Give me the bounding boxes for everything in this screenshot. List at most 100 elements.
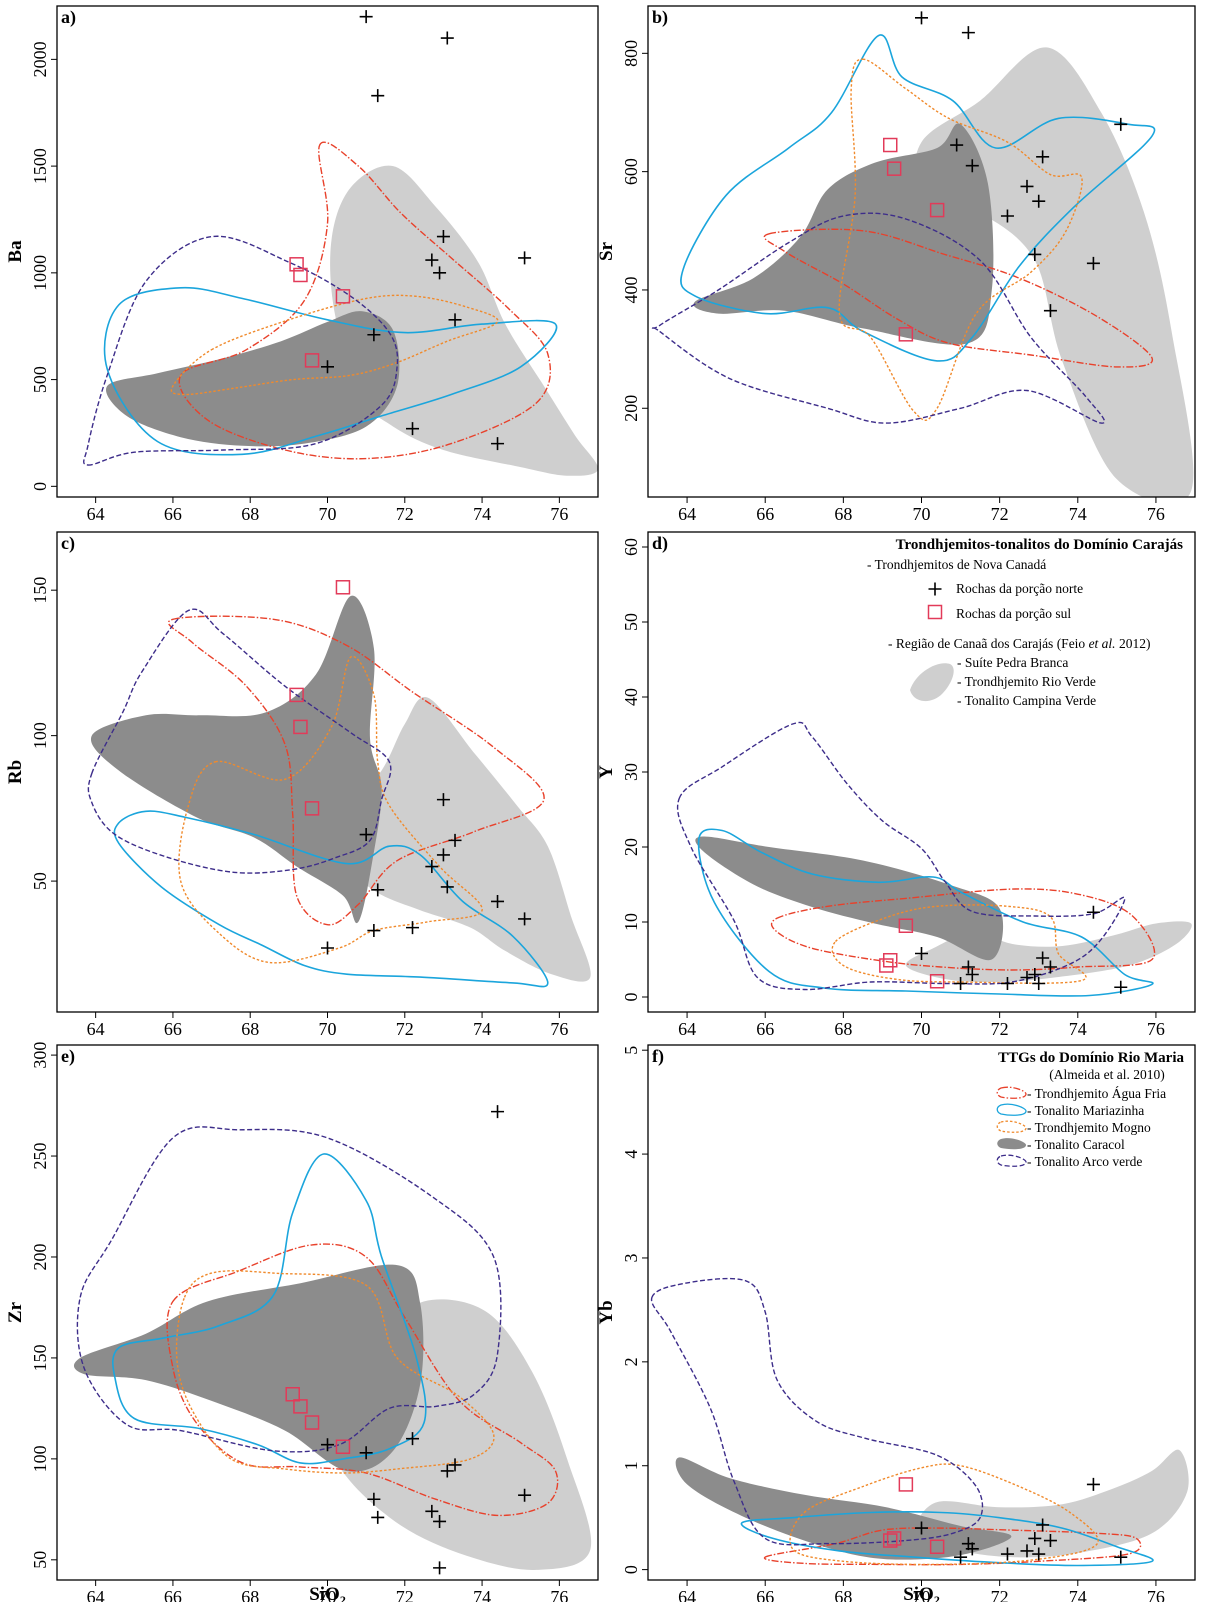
sul-point-c-3 [304,801,320,816]
norte-point-d-4 [961,960,975,974]
norte-point-c-5 [440,880,454,894]
norte-point-b-9 [1028,247,1042,261]
x-tick-label-c: 76 [550,1019,568,1039]
field-mariazinha-a [103,286,558,456]
norte-point-b-0 [915,11,928,25]
y-tick-label-d: 0 [621,993,641,1002]
x-tick-label-e: 68 [241,1587,259,1602]
x-tick-label-d: 68 [834,1019,852,1039]
x-tick-label-d: 70 [913,1019,931,1039]
y-tick-label-b: 600 [621,158,641,185]
x-tick-label-d: 76 [1147,1019,1165,1039]
norte-point-e-9 [371,1510,385,1524]
norte-point-a-2 [371,89,385,103]
y-tick-label-a: 500 [30,366,50,393]
legend-field-label-0: - Suíte Pedra Branca [957,655,1068,670]
y-tick-label-d: 60 [621,538,641,556]
sul-point-f-2 [882,1533,898,1548]
y-tick-label-f: 0 [621,1565,641,1574]
fields-c [87,595,591,988]
field-arco-verde-e [76,1126,502,1453]
y-tick-label-e: 50 [30,1551,50,1569]
legend-symbol-agua-fria [996,1086,1027,1099]
field-mogno-e [175,1270,495,1474]
y-tick-label-f: 5 [621,1046,641,1055]
norte-point-f-3 [1028,1531,1042,1545]
field-mogno-d [831,904,1087,984]
norte-point-f-1 [1036,1518,1050,1532]
norte-point-e-2 [359,1446,373,1460]
norte-point-a-9 [321,360,334,374]
y-tick-label-e: 200 [30,1243,50,1270]
legend-sul-label: Rochas da porção sul [956,606,1071,621]
sul-point-e-3 [335,1439,351,1455]
y-axis-title-c: Rb [5,760,26,784]
x-tick-label-f: 72 [991,1587,1009,1602]
norte-point-c-9 [406,921,420,935]
norte-point-a-3 [436,230,450,244]
legend-field-label-1: - Trondhjemito Rio Verde [957,674,1096,689]
norte-point-d-5 [965,968,979,981]
norte-point-d-0 [1086,905,1100,919]
x-tick-label-a: 64 [87,504,105,524]
norte-point-c-8 [518,912,532,926]
norte-point-b-3 [950,138,964,152]
sul-point-d-2 [879,958,894,973]
y-tick-label-b: 200 [621,395,641,422]
norte-point-f-2 [915,1521,928,1535]
x-tick-label-f: 74 [1069,1587,1087,1602]
norte-point-e-11 [433,1561,447,1575]
legend-symbol-mariazinha [996,1103,1027,1116]
legend-sul-symbol [927,604,943,620]
norte-point-e-5 [440,1464,454,1478]
norte-point-f-8 [1032,1547,1046,1561]
norte-point-b-5 [965,159,979,173]
legend-group-canaa: - Região de Canaã dos Carajás (Feio et a… [888,636,1150,651]
norte-point-c-4 [425,860,439,874]
norte-point-c-6 [371,883,385,897]
field-caracol-f [675,1457,1012,1560]
sul-point-d-1 [882,953,898,968]
field-agua-fria-b [763,228,1153,368]
norte-point-b-10 [1086,256,1100,270]
norte-point-f-10 [954,1550,968,1564]
norte-point-b-6 [1020,179,1034,193]
legend-rio-maria-subtitle: (Almeida et al. 2010) [1049,1067,1164,1082]
x-tick-label-b: 64 [678,504,696,524]
y-axis-title-a: Ba [5,240,26,263]
y-tick-label-e: 300 [30,1042,50,1069]
field-arco-verde-c [87,608,392,874]
x-tick-label-e: 76 [550,1587,568,1602]
x-tick-label-e: 74 [473,1587,491,1602]
x-tick-label-a: 76 [550,504,568,524]
panel-e: 64 66 68 70 72 74 76 50 100 150 200 250 300 Zr e) SiO2 [5,1042,599,1602]
norte-point-a-4 [425,253,439,267]
legend-rio-maria: TTGs do Domínio Rio Maria(Almeida et al.… [996,1050,1184,1169]
panel-label-d: d) [652,533,668,554]
norte-point-b-4 [1036,150,1050,164]
sul-point-b-3 [898,327,914,342]
field-mariazinha-c [113,810,549,988]
sul-point-a-2 [335,289,351,304]
x-tick-label-a: 70 [319,504,337,524]
legend-group-nova-canada: - Trondhjemitos de Nova Canadá [867,557,1046,572]
x-tick-label-d: 64 [678,1019,696,1039]
field-mariazinha-f [740,1511,1154,1567]
norte-point-a-6 [518,251,532,265]
y-tick-label-e: 100 [30,1445,50,1472]
norte-point-b-1 [961,26,975,40]
legend-norte-symbol [928,582,942,596]
norte-point-e-7 [367,1492,381,1506]
x-tick-label-c: 74 [473,1019,491,1039]
norte-point-f-6 [965,1542,979,1556]
y-tick-label-f: 4 [621,1150,641,1159]
norte-point-d-2 [1036,951,1050,965]
sul-point-a-3 [304,353,320,368]
norte-point-d-8 [954,977,968,990]
field-pedra-branca-b [914,47,1194,497]
legend-gray-field-symbol [910,663,954,702]
y-tick-label-d: 30 [621,763,641,781]
field-mariazinha-b [680,34,1156,362]
norte-point-a-5 [433,266,447,280]
x-tick-label-b: 66 [756,504,774,524]
